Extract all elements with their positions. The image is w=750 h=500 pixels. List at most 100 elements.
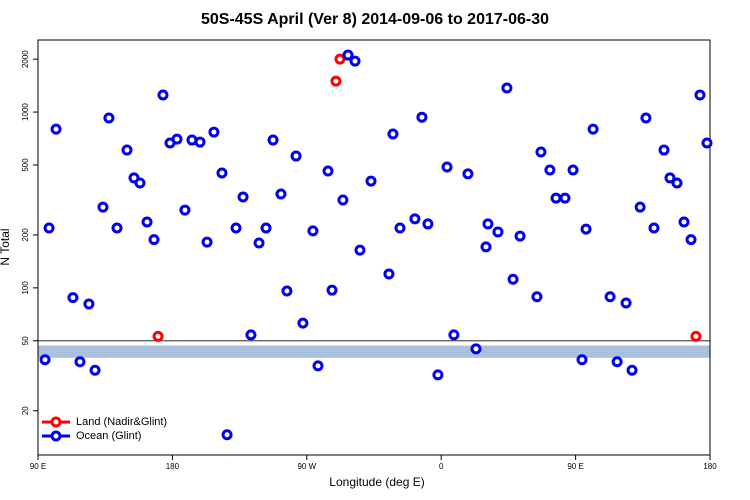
- point: [514, 230, 526, 242]
- x-tick-label: 90 E: [567, 462, 583, 471]
- y-tick-label: 50: [21, 336, 30, 345]
- point: [409, 213, 421, 225]
- point: [576, 354, 588, 366]
- point: [365, 175, 377, 187]
- y-axis-label: N Total: [0, 228, 12, 265]
- point: [208, 126, 220, 138]
- point: [694, 89, 706, 101]
- chart-title: 50S-45S April (Ver 8) 2014-09-06 to 2017…: [201, 11, 549, 28]
- point: [290, 150, 302, 162]
- point: [297, 317, 309, 329]
- point: [121, 144, 133, 156]
- point: [349, 55, 361, 67]
- point: [245, 329, 257, 341]
- point: [83, 298, 95, 310]
- band: [38, 345, 710, 358]
- point: [531, 291, 543, 303]
- point: [312, 360, 324, 372]
- point: [171, 133, 183, 145]
- point: [501, 82, 513, 94]
- point: [611, 356, 623, 368]
- point: [50, 123, 62, 135]
- point: [664, 172, 676, 184]
- point: [260, 222, 272, 234]
- x-axis-label: Longitude (deg E): [329, 475, 424, 489]
- point: [462, 168, 474, 180]
- y-tick-label: 200: [21, 228, 30, 242]
- point: [39, 354, 51, 366]
- point: [685, 234, 697, 246]
- x-tick-label: 90 W: [297, 462, 316, 471]
- point: [482, 218, 494, 230]
- point: [111, 222, 123, 234]
- legend-label: Land (Nadir&Glint): [76, 416, 167, 428]
- point: [322, 165, 334, 177]
- point: [342, 49, 354, 61]
- point: [394, 222, 406, 234]
- x-tick-label: 180: [166, 462, 180, 471]
- y-tick-label: 100: [21, 281, 30, 295]
- point: [480, 241, 492, 253]
- point: [43, 222, 55, 234]
- point: [103, 112, 115, 124]
- point: [634, 201, 646, 213]
- point: [253, 237, 265, 249]
- point: [337, 194, 349, 206]
- point: [550, 192, 562, 204]
- point: [179, 204, 191, 216]
- point: [640, 112, 652, 124]
- point: [267, 134, 279, 146]
- point: [604, 291, 616, 303]
- point: [141, 216, 153, 228]
- point: [152, 330, 164, 342]
- point: [626, 364, 638, 376]
- point: [275, 188, 287, 200]
- point: [441, 161, 453, 173]
- point: [701, 137, 713, 149]
- legend-marker: [50, 430, 62, 442]
- point: [134, 177, 146, 189]
- point: [326, 284, 338, 296]
- point: [67, 292, 79, 304]
- point: [507, 273, 519, 285]
- legend-label: Ocean (Glint): [76, 430, 141, 442]
- point: [230, 222, 242, 234]
- point: [671, 177, 683, 189]
- point: [330, 75, 342, 87]
- y-tick-label: 1000: [21, 103, 30, 121]
- point: [194, 136, 206, 148]
- point: [678, 216, 690, 228]
- point: [383, 268, 395, 280]
- point: [416, 111, 428, 123]
- point: [422, 218, 434, 230]
- point: [587, 123, 599, 135]
- x-tick-label: 90 E: [30, 462, 46, 471]
- point: [334, 53, 346, 65]
- point: [216, 167, 228, 179]
- x-tick-label: 180: [703, 462, 717, 471]
- point: [690, 330, 702, 342]
- point: [237, 191, 249, 203]
- point: [658, 144, 670, 156]
- point: [567, 164, 579, 176]
- point: [448, 329, 460, 341]
- point: [620, 297, 632, 309]
- plot-frame: [37, 39, 711, 456]
- point: [201, 236, 213, 248]
- point: [307, 225, 319, 237]
- x-tick-label: 0: [439, 462, 444, 471]
- point: [544, 164, 556, 176]
- legend-marker: [50, 416, 62, 428]
- point: [432, 369, 444, 381]
- point: [97, 201, 109, 213]
- point: [89, 364, 101, 376]
- point: [470, 343, 482, 355]
- point: [281, 285, 293, 297]
- point: [221, 429, 233, 441]
- point: [648, 222, 660, 234]
- point: [74, 356, 86, 368]
- point: [559, 192, 571, 204]
- y-tick-label: 500: [21, 158, 30, 172]
- point: [492, 226, 504, 238]
